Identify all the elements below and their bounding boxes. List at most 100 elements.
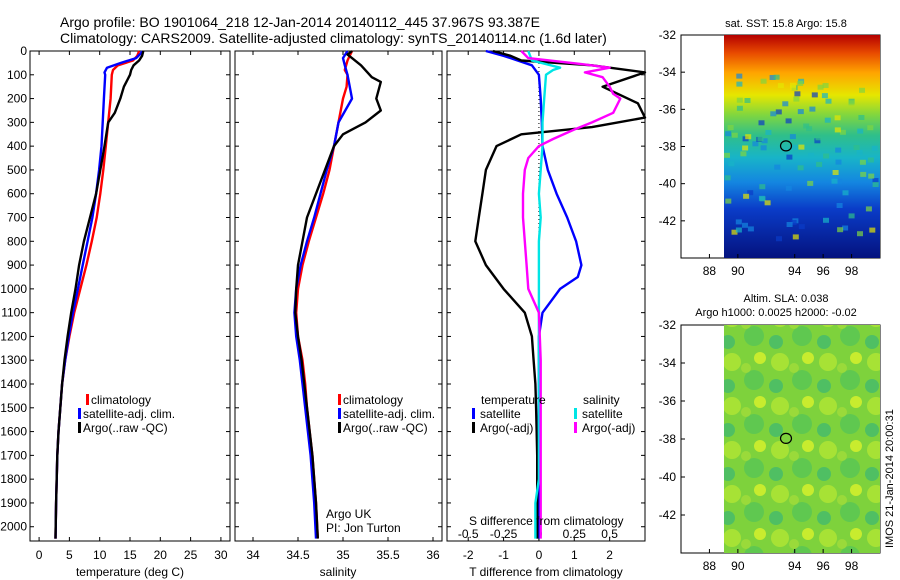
sst-pixel — [853, 145, 860, 150]
sst-pixel — [752, 141, 759, 147]
sst-pixel — [794, 91, 801, 97]
lat-tick-label: -32 — [659, 318, 677, 332]
sst-pixel — [816, 161, 823, 167]
depth-tick-label: 1200 — [0, 329, 27, 343]
x-tick-label: 35 — [336, 548, 350, 562]
legend-swatch-t-argo — [472, 422, 475, 433]
sst-pixel — [736, 97, 743, 103]
sst-pixel — [858, 115, 865, 120]
lon-tick-label: 98 — [845, 264, 859, 278]
sla-heatmap — [724, 325, 880, 553]
depth-tick-label: 800 — [7, 234, 27, 248]
salinity-chart: 34 34.5 35 35.5 36 — [235, 50, 442, 562]
sst-pixel — [731, 229, 738, 235]
lat-tick-label: -40 — [659, 470, 677, 484]
sst-pixel — [789, 134, 796, 140]
depth-tick-label: 0 — [20, 44, 27, 58]
legend-swatch-climatology — [86, 394, 89, 405]
series-line-climatology — [54, 50, 141, 539]
sst-pixel — [761, 138, 768, 144]
sst-pixel — [742, 145, 749, 151]
sst-pixel — [872, 182, 879, 187]
sst-pixel — [798, 224, 805, 230]
lon-tick-label: 90 — [731, 264, 745, 278]
sst-pixel — [831, 178, 838, 184]
lon-tick-label: 96 — [816, 559, 830, 573]
sst-pixel — [797, 109, 804, 115]
lat-tick-label: -40 — [659, 177, 677, 191]
sst-pixel — [848, 100, 855, 106]
sst-pixel — [773, 74, 780, 80]
temperature-legend: climatology satellite-adj. clim. Argo(..… — [78, 393, 175, 435]
sst-pixel — [725, 198, 732, 204]
temperature-panel — [29, 50, 231, 542]
argo-uk-label: Argo UK — [326, 507, 371, 521]
x-tick-label: -2 — [463, 548, 474, 562]
sst-pixel — [759, 184, 766, 190]
x-tick-label: 0 — [536, 548, 543, 562]
sst-pixel — [776, 236, 782, 242]
sst-pixel — [790, 220, 797, 225]
sst-pixel — [798, 144, 805, 150]
series-line-climatology — [295, 50, 354, 539]
sst-pixel — [871, 145, 878, 151]
sst-pixel — [823, 153, 830, 159]
sst-pixel — [817, 84, 824, 90]
x-tick-label: 0 — [36, 548, 43, 562]
x-tick-label: 36 — [426, 548, 440, 562]
legend-label-argo: Argo(..raw -QC) — [343, 421, 428, 435]
series-line-s-satellite — [527, 50, 562, 539]
legend-swatch-t-satellite — [472, 408, 475, 419]
x-tick-label: 34.5 — [286, 548, 310, 562]
sst-pixel — [760, 78, 767, 84]
sst-pixel — [782, 101, 789, 107]
sst-pixel — [769, 75, 776, 80]
sst-pixel — [744, 98, 751, 103]
sst-pixel — [872, 178, 879, 183]
temperature-axis-label: temperature (deg C) — [76, 565, 184, 579]
sst-heatmap-noise — [724, 73, 879, 242]
depth-tick-label: 1000 — [0, 282, 27, 296]
x-tick-label: 20 — [154, 548, 168, 562]
sst-pixel — [724, 152, 730, 158]
sst-pixel — [735, 219, 742, 225]
map-axes: -32 -34 -36 -38 -40 -42 88 90 94 96 98 -32 -34 -36 -38… — [659, 28, 859, 573]
sst-pixel — [791, 144, 798, 150]
legend-swatch-argo — [78, 422, 81, 433]
lat-tick-label: -42 — [659, 214, 677, 228]
sst-pixel — [745, 134, 752, 140]
x-tick-label: 15 — [123, 548, 137, 562]
sst-pixel — [822, 83, 829, 88]
sst-pixel — [736, 73, 743, 79]
lat-tick-label: -38 — [659, 432, 677, 446]
figure-title-line1: Argo profile: BO 1901064_218 12-Jan-2014… — [60, 14, 540, 30]
sst-pixel — [832, 170, 839, 175]
depth-tick-label: 400 — [7, 139, 27, 153]
sst-pixel — [736, 105, 743, 111]
lat-tick-label: -36 — [659, 394, 677, 408]
sla-map-title: Altim. SLA: 0.038 — [744, 293, 829, 305]
sst-pixel — [811, 92, 818, 98]
legend-label-argo: Argo(..raw -QC) — [83, 421, 168, 435]
series-line-t-satellite — [485, 49, 583, 539]
sst-pixel — [786, 154, 793, 160]
legend-label-satellite: satellite-adj. clim. — [83, 407, 175, 421]
sst-pixel — [859, 159, 866, 165]
legend-label-s-argo: Argo(-adj) — [582, 421, 635, 435]
legend-label-t-argo: Argo(-adj) — [480, 421, 533, 435]
t-difference-axis-label: T difference from climatology — [469, 565, 623, 579]
x-tick-label: -1 — [498, 548, 509, 562]
sst-pixel — [836, 203, 843, 208]
sst-pixel — [860, 171, 867, 177]
depth-tick-label: 2000 — [0, 520, 27, 534]
sst-pixel — [836, 178, 843, 184]
sst-pixel — [735, 227, 742, 233]
lon-tick-label: 88 — [703, 264, 717, 278]
argo-location-marker — [779, 140, 793, 152]
x-tick-label: 25 — [184, 548, 198, 562]
legend-swatch-satellite — [338, 408, 341, 419]
depth-tick-label: 1500 — [0, 401, 27, 415]
sst-pixel — [857, 231, 863, 237]
sst-pixel — [740, 151, 747, 157]
sst-pixel — [757, 136, 764, 142]
